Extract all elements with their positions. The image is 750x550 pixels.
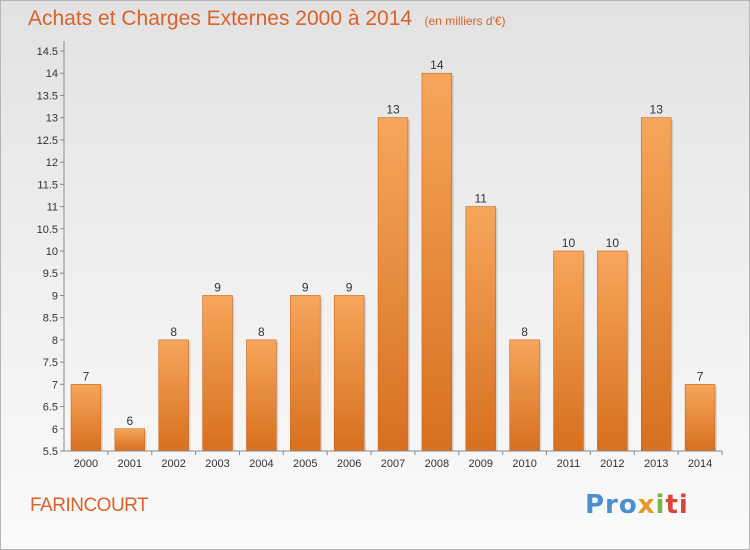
bars: 7 6 8 9 8 9 9 13 14 11 8 10 10 13 7 (70, 58, 717, 452)
chart-title-block: Achats et Charges Externes 2000 à 2014 (… (28, 7, 506, 31)
bar (333, 295, 365, 452)
y-tick-label: 13 (46, 113, 58, 125)
x-tick-label: 2001 (118, 458, 142, 470)
bar (465, 206, 496, 452)
y-tick-label: 12.5 (37, 135, 58, 147)
x-tick-label: 2002 (161, 458, 185, 470)
y-tick-label: 5.5 (43, 446, 58, 458)
x-tick-label: 2003 (205, 458, 229, 470)
x-tick-label: 2014 (688, 458, 712, 470)
bar-data-label: 7 (83, 369, 90, 383)
bar-data-label: 10 (562, 236, 576, 250)
logo-part-3: i (655, 490, 666, 520)
bar (114, 428, 146, 452)
y-tick-label: 7.5 (43, 357, 58, 369)
bar (290, 295, 321, 452)
bar-data-label: 9 (302, 280, 309, 294)
logo-part-2: x (637, 490, 656, 520)
x-tick-label: 2013 (644, 458, 668, 470)
x-axis: 2000 2001 2002 2003 2004 2005 2006 2007 2008 2009… (64, 450, 723, 470)
bar-data-label: 11 (474, 192, 487, 206)
y-tick-label: 11.5 (37, 179, 58, 191)
x-tick-label: 2008 (425, 458, 449, 470)
bar (597, 250, 628, 452)
bar-data-label: 14 (430, 58, 444, 72)
bar (377, 117, 409, 452)
bar (202, 295, 233, 452)
chart-unit: (en milliers d'€) (424, 14, 506, 28)
bar-data-label: 13 (650, 103, 664, 117)
y-tick-label: 14 (46, 68, 58, 80)
y-tick-label: 13.5 (37, 90, 58, 102)
y-tick-label: 8.5 (43, 313, 58, 325)
bar-data-label: 7 (697, 369, 704, 383)
bar-data-label: 6 (126, 414, 133, 428)
bar (684, 384, 716, 452)
y-tick-label: 10.5 (37, 224, 58, 236)
bar (158, 339, 189, 452)
y-tick-label: 9.5 (43, 268, 58, 280)
y-axis: 5.5 6 6.5 7 7.5 8 8.5 9 9.5 10 10.5 11 11.5 12 12.5 13 1… (37, 41, 65, 458)
y-tick-label: 14.5 (37, 46, 58, 58)
x-tick-label: 2000 (74, 458, 98, 470)
y-tick-label: 6 (52, 424, 58, 436)
x-tick-label: 2012 (600, 458, 624, 470)
x-tick-label: 2007 (381, 458, 405, 470)
bar (421, 72, 453, 452)
chart-title: Achats et Charges Externes 2000 à 2014 (28, 7, 413, 30)
x-tick-label: 2005 (293, 458, 317, 470)
x-tick-label: 2004 (249, 458, 273, 470)
y-tick-label: 12 (46, 157, 58, 169)
bar-data-label: 9 (346, 280, 353, 294)
bar (70, 384, 102, 452)
bar (553, 250, 584, 452)
bar-data-label: 10 (606, 236, 620, 250)
y-tick-label: 10 (46, 246, 58, 258)
bar-data-label: 8 (521, 325, 528, 339)
x-tick-label: 2011 (557, 458, 581, 470)
y-tick-label: 11 (47, 202, 58, 214)
bar-data-label: 9 (214, 280, 221, 294)
bar (509, 339, 540, 452)
y-tick-label: 6.5 (43, 402, 58, 414)
commune-name: FARINCOURT (30, 495, 149, 516)
x-tick-label: 2006 (337, 458, 361, 470)
y-tick-label: 9 (52, 290, 58, 302)
x-tick-label: 2010 (512, 458, 536, 470)
bar-data-label: 8 (170, 325, 177, 339)
logo-part-1: Pro (585, 490, 638, 520)
x-tick-label: 2009 (468, 458, 492, 470)
bar-data-label: 8 (258, 325, 265, 339)
bar (640, 117, 672, 452)
bar (246, 339, 277, 452)
bar-data-label: 13 (386, 103, 400, 117)
proxiti-logo[interactable]: Proxiti (585, 490, 689, 520)
logo-part-4: ti (665, 490, 689, 520)
y-tick-label: 8 (52, 335, 58, 347)
y-tick-label: 7 (52, 379, 58, 391)
